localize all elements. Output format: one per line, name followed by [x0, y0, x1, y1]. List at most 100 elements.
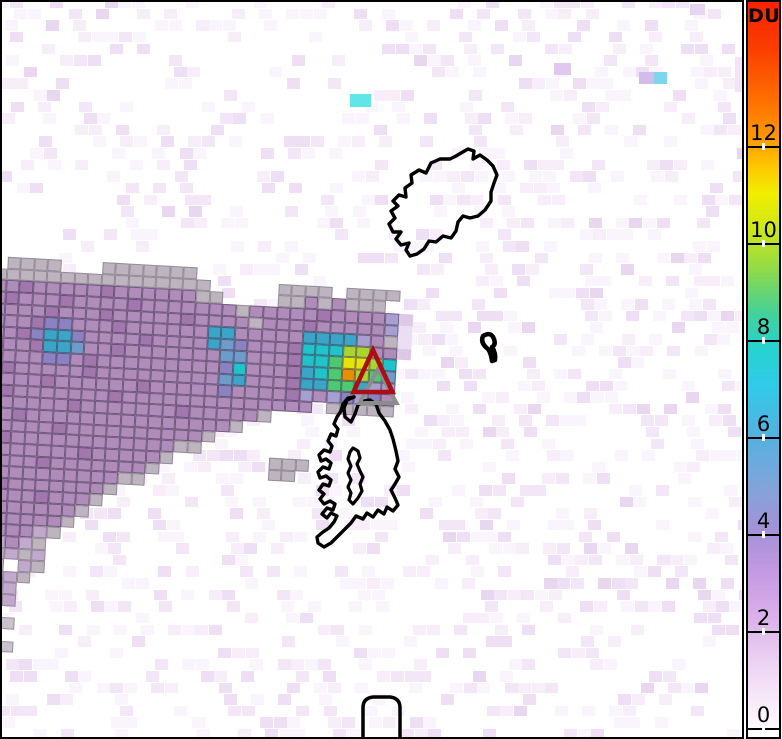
noise-cell: [310, 403, 324, 415]
noise-cell: [313, 8, 327, 20]
noise-cell: [110, 682, 124, 694]
noise-cell: [522, 20, 536, 31]
noise-cell: [355, 113, 369, 124]
noise-cell: [480, 252, 494, 264]
noise-cell: [68, 8, 82, 20]
noise-cell: [78, 671, 92, 682]
noise-cell: [339, 578, 353, 589]
noise-cell: [649, 334, 663, 345]
noise-cell: [653, 310, 667, 322]
noise-cell: [611, 578, 625, 589]
noise-cell: [195, 20, 209, 31]
noise-cell: [387, 90, 401, 101]
noise-cell: [589, 287, 603, 299]
noise-cell: [613, 380, 627, 392]
coastline-island-south-arch: [361, 695, 402, 737]
noise-cell: [184, 496, 198, 508]
noise-cell: [622, 705, 636, 717]
noise-cell: [666, 275, 680, 287]
noise-cell: [725, 624, 739, 636]
noise-cell: [620, 229, 634, 240]
noise-cell: [259, 8, 273, 20]
noise-cell: [670, 554, 684, 566]
noise-cell: [649, 671, 663, 682]
noise-cell: [452, 519, 466, 531]
noise-cell: [285, 241, 299, 252]
noise-cell: [157, 531, 171, 543]
noise-cell: [649, 66, 663, 78]
colorbar-tick-notch: [762, 434, 765, 441]
noise-cell: [63, 264, 77, 275]
noise-cell: [50, 2, 64, 8]
noise-cell: [329, 182, 343, 194]
noise-cell: [594, 601, 607, 612]
noise-cell: [635, 299, 648, 310]
noise-cell: [46, 694, 60, 705]
noise-cell: [109, 647, 123, 659]
noise-cell: [555, 136, 569, 147]
noise-cell: [385, 252, 398, 264]
noise-cell: [680, 310, 694, 322]
noise-cell: [663, 403, 677, 415]
noise-cell: [400, 392, 414, 403]
noise-cell: [2, 705, 11, 717]
noise-cell: [464, 113, 478, 124]
noise-cell: [542, 171, 556, 182]
noise-cell: [369, 717, 382, 728]
noise-cell: [688, 531, 702, 543]
noise-cell: [722, 78, 736, 89]
noise-cell: [641, 415, 655, 426]
noise-cell: [224, 90, 237, 101]
noise-cell: [505, 450, 519, 461]
noise-cell: [105, 31, 119, 43]
noise-cell: [532, 78, 546, 89]
noise-cell: [706, 508, 719, 519]
noise-cell: [727, 729, 741, 737]
noise-cell: [253, 531, 266, 543]
noise-cell: [257, 508, 271, 519]
noise-cell: [118, 601, 131, 612]
noise-cell: [473, 403, 487, 415]
noise-cell: [554, 705, 568, 717]
noise-cell: [171, 531, 185, 543]
noise-cell: [263, 20, 277, 31]
noise-cell: [2, 113, 16, 124]
noise-cell: [433, 171, 447, 182]
noise-cell: [413, 624, 426, 636]
noise-cell: [489, 275, 503, 287]
noise-cell: [108, 543, 122, 554]
noise-cell: [180, 182, 193, 194]
noise-cell: [463, 380, 477, 392]
noise-cell: [715, 531, 729, 543]
noise-cell: [430, 264, 444, 275]
noise-cell: [166, 519, 180, 531]
noise-cell: [506, 519, 520, 531]
noise-cell: [362, 566, 376, 577]
noise-cell: [323, 705, 337, 717]
noise-cell: [497, 531, 511, 543]
noise-cell: [468, 90, 482, 101]
noise-cell: [486, 705, 500, 717]
noise-cell: [646, 159, 660, 171]
noise-cell: [522, 322, 535, 333]
noise-cell: [33, 90, 47, 101]
noise-cell: [269, 66, 282, 78]
noise-cell: [592, 461, 605, 473]
noise-cell: [261, 148, 275, 159]
noise-cell: [622, 403, 636, 415]
noise-cell: [522, 659, 536, 670]
noise-cell: [667, 345, 681, 357]
noise-cell: [336, 636, 350, 647]
noise-cell: [430, 229, 443, 240]
noise-cell: [460, 171, 474, 182]
noise-cell: [537, 159, 551, 171]
noise-cell: [441, 694, 455, 705]
noise-cell: [621, 601, 635, 612]
noise-cell: [715, 194, 729, 206]
coastlines-and-markers-svg: [315, 147, 499, 737]
noise-cell: [358, 624, 372, 636]
colorbar-tick-notch: [762, 531, 765, 538]
noise-cell: [414, 729, 428, 737]
noise-cell: [528, 171, 542, 182]
noise-cell: [414, 426, 428, 438]
